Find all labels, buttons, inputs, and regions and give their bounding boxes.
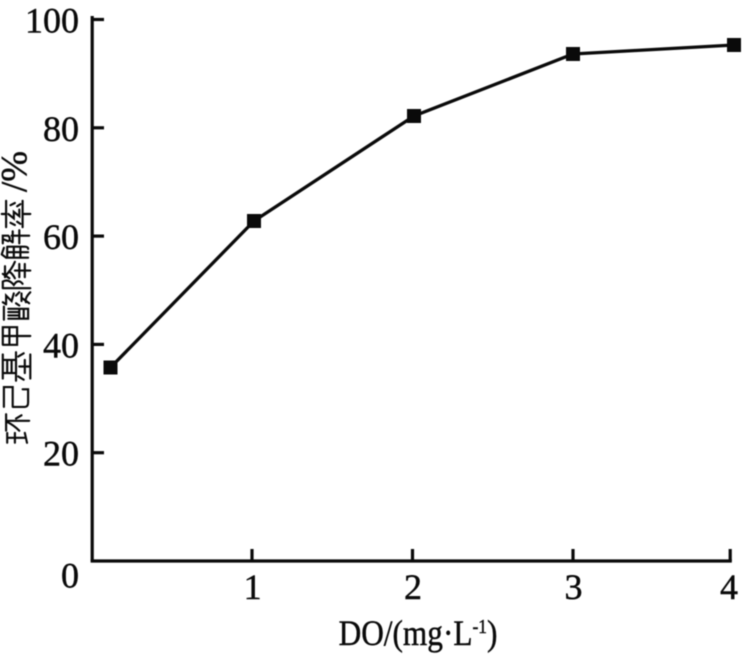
svg-text:1: 1 — [244, 567, 262, 607]
svg-text:DO/(mg·L-1): DO/(mg·L-1) — [339, 614, 498, 653]
svg-text:4: 4 — [720, 567, 738, 607]
svg-text:/%: /% — [0, 151, 36, 192]
svg-text:3: 3 — [565, 567, 583, 607]
svg-text:40: 40 — [43, 325, 79, 365]
svg-text:0: 0 — [61, 556, 79, 596]
svg-text:2: 2 — [404, 567, 422, 607]
svg-text:20: 20 — [43, 434, 79, 474]
svg-text:80: 80 — [43, 109, 79, 149]
svg-text:100: 100 — [25, 1, 79, 41]
svg-text:60: 60 — [43, 217, 79, 257]
